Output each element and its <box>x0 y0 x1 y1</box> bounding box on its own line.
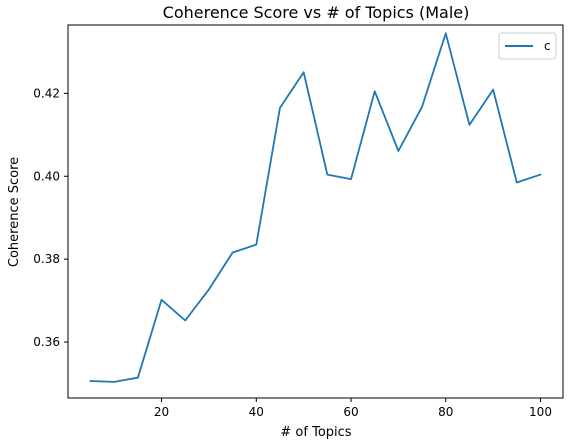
y-tick-label: 0.40 <box>33 169 60 183</box>
y-tick-label: 0.38 <box>33 252 60 266</box>
x-axis-label: # of Topics <box>280 425 351 440</box>
x-tick-label: 80 <box>438 405 453 419</box>
legend-label: c <box>544 39 551 53</box>
y-tick-label: 0.42 <box>33 86 60 100</box>
series-layer <box>89 32 542 383</box>
x-tick-label: 60 <box>343 405 358 419</box>
legend: c <box>498 32 557 60</box>
chart-title: Coherence Score vs # of Topics (Male) <box>163 3 470 22</box>
x-tick-label: 100 <box>529 405 552 419</box>
y-tick-label: 0.36 <box>33 335 60 349</box>
series-line <box>89 32 542 383</box>
x-tick-label: 20 <box>154 405 169 419</box>
x-tick-label: 40 <box>249 405 264 419</box>
y-axis-label: Coherence Score <box>7 157 22 267</box>
axes: 20 40 60 80 100 0.36 0.38 0.40 0.42 <box>33 24 564 419</box>
plot-frame <box>67 24 564 399</box>
